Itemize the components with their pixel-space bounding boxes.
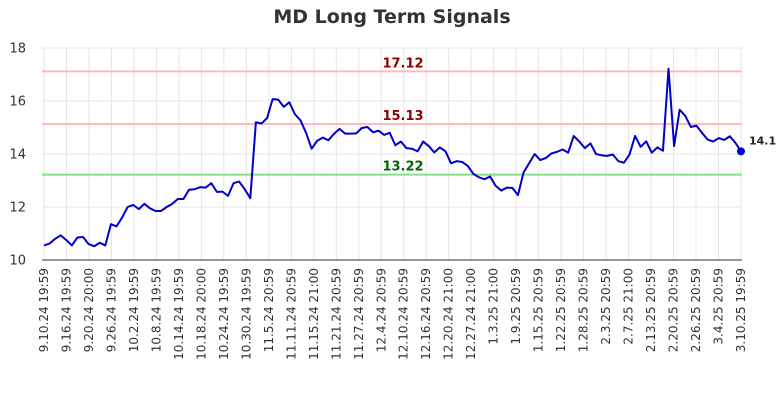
x-tick-label: 12.16.24 20:59 (419, 268, 433, 360)
x-tick-label: 2.7.25 21:00 (622, 268, 636, 345)
x-tick-label: 11.15.24 21:00 (307, 268, 321, 360)
x-tick-label: 9.26.24 19:59 (104, 268, 118, 352)
reference-label-upper: 17.12 (382, 56, 423, 71)
x-tick-label: 10.2.24 19:59 (127, 268, 141, 352)
y-tick-label: 16 (9, 95, 26, 110)
x-tick-label: 10.8.24 19:59 (149, 268, 163, 352)
x-tick-label: 12.27.24 21:00 (464, 268, 478, 360)
chart-title: MD Long Term Signals (273, 6, 511, 28)
x-tick-label: 9.20.24 20:00 (82, 268, 96, 352)
series-line (43, 67, 742, 248)
x-tick-label: 1.9.25 20:59 (509, 268, 523, 345)
x-tick-label: 11.11.24 20:59 (284, 268, 298, 360)
x-tick-label: 12.20.24 21:00 (442, 268, 456, 360)
x-tick-label: 11.21.24 20:59 (329, 268, 343, 360)
x-tick-label: 12.4.24 20:59 (374, 268, 388, 352)
x-tick-label: 1.3.25 21:00 (487, 268, 501, 345)
x-tick-label: 11.5.24 20:59 (262, 268, 276, 352)
y-tick-label: 14 (9, 148, 26, 163)
x-tick-label: 3.10.25 19:59 (734, 268, 748, 352)
x-tick-label: 2.3.25 20:59 (599, 268, 613, 345)
x-tick-label: 10.18.24 20:00 (194, 268, 208, 360)
x-tick-label: 10.24.24 19:59 (217, 268, 231, 360)
last-point-marker (737, 147, 745, 156)
x-tick-label: 1.28.25 20:59 (577, 268, 591, 352)
reference-label-lower: 13.22 (382, 160, 423, 175)
x-tick-label: 10.30.24 19:59 (239, 268, 253, 360)
x-tick-label: 2.13.25 20:59 (644, 268, 658, 352)
last-value-label: 14.1 (749, 134, 776, 147)
x-tick-label: 12.10.24 20:59 (397, 268, 411, 360)
x-tick-label: 1.15.25 20:59 (532, 268, 546, 352)
x-tick-label: 1.22.25 20:59 (554, 268, 568, 352)
x-tick-label: 9.16.24 19:59 (59, 268, 73, 352)
y-tick-label: 18 (9, 42, 26, 57)
reference-label-mid: 15.13 (382, 109, 423, 124)
x-tick-label: 11.27.24 20:59 (352, 268, 366, 360)
x-tick-label: 2.20.25 20:59 (667, 268, 681, 352)
y-tick-label: 12 (9, 201, 26, 216)
x-tick-label: 9.10.24 19:59 (37, 268, 51, 352)
x-tick-label: 2.26.25 20:59 (689, 268, 703, 352)
x-tick-label: 10.14.24 19:59 (172, 268, 186, 360)
x-tick-label: 3.4.25 20:59 (712, 268, 726, 345)
y-tick-label: 10 (9, 254, 26, 269)
